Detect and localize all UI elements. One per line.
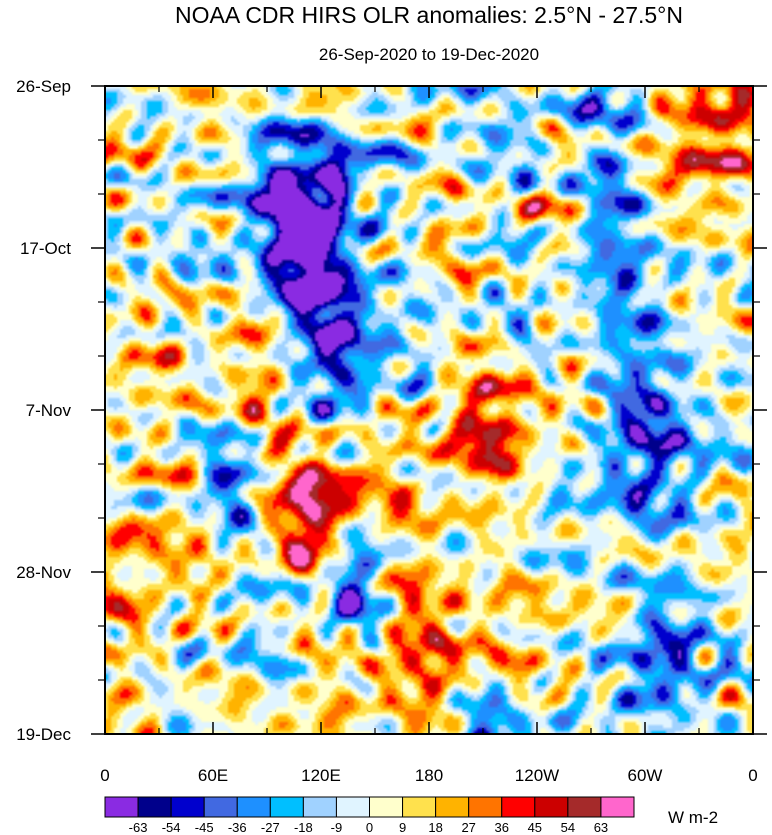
colorbar-level-label: -63	[129, 820, 148, 835]
colorbar-level-label: 27	[461, 820, 475, 835]
colorbar-level-label: 54	[561, 820, 575, 835]
colorbar-swatch	[435, 796, 470, 818]
colorbar-level-label: 0	[366, 820, 373, 835]
x-tick-label: 0	[748, 766, 757, 785]
colorbar-swatch	[468, 796, 503, 818]
colorbar-swatch	[335, 796, 370, 818]
y-axis: 26-Sep 17-Oct 7-Nov 28-Nov 19-Dec	[16, 77, 767, 744]
colorbar-unit-label: W m-2	[668, 808, 718, 827]
chart-title: NOAA CDR HIRS OLR anomalies: 2.5°N - 27.…	[175, 2, 683, 28]
x-axis: 0 60E 120E 180 120W 60W 0	[100, 86, 758, 785]
chart-subtitle: 26-Sep-2020 to 19-Dec-2020	[319, 45, 539, 64]
y-tick-label: 28-Nov	[16, 563, 71, 582]
olr-anomaly-heatmap	[105, 86, 753, 734]
x-tick-label: 180	[415, 766, 443, 785]
colorbar-level-label: -9	[331, 820, 343, 835]
colorbar-swatch	[170, 796, 205, 818]
colorbar-level-label: 18	[428, 820, 442, 835]
x-tick-label: 60W	[628, 766, 663, 785]
colorbar-swatch	[236, 796, 271, 818]
colorbar-swatch	[104, 796, 139, 818]
colorbar-level-label: 36	[495, 820, 509, 835]
colorbar-swatch	[402, 796, 437, 818]
colorbar-level-label: -18	[294, 820, 313, 835]
colorbar-level-label: -27	[261, 820, 280, 835]
colorbar-swatch	[501, 796, 536, 818]
colorbar-level-label: -36	[228, 820, 247, 835]
colorbar-swatch	[567, 796, 602, 818]
y-tick-label: 26-Sep	[16, 77, 71, 96]
y-tick-label: 19-Dec	[16, 725, 71, 744]
colorbar-level-label: 63	[594, 820, 608, 835]
colorbar-swatch	[203, 796, 238, 818]
colorbar-level-label: -45	[195, 820, 214, 835]
colorbar-swatch	[600, 796, 635, 818]
colorbar-swatch	[369, 796, 404, 818]
x-tick-label: 120W	[515, 766, 559, 785]
colorbar-level-label: -54	[162, 820, 181, 835]
colorbar-swatch	[137, 796, 172, 818]
heatmap-plot-area	[104, 85, 754, 735]
colorbar-level-label: 45	[528, 820, 542, 835]
colorbar: -63 -54 -45 -36 -27 -18 -9 0 9 18 27 36 45 54 63	[104, 796, 635, 835]
colorbar-swatch	[302, 796, 337, 818]
x-tick-label: 60E	[198, 766, 228, 785]
colorbar-level-label: 9	[399, 820, 406, 835]
x-tick-label: 0	[100, 766, 109, 785]
y-tick-label: 17-Oct	[20, 239, 71, 258]
colorbar-swatch	[269, 796, 304, 818]
y-tick-label: 7-Nov	[26, 401, 72, 420]
x-tick-label: 120E	[301, 766, 341, 785]
colorbar-swatch	[534, 796, 569, 818]
